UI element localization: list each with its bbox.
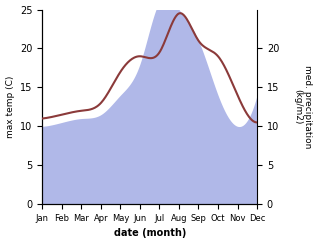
- Y-axis label: max temp (C): max temp (C): [5, 76, 15, 138]
- X-axis label: date (month): date (month): [114, 228, 186, 238]
- Y-axis label: med. precipitation
(kg/m2): med. precipitation (kg/m2): [293, 65, 313, 149]
